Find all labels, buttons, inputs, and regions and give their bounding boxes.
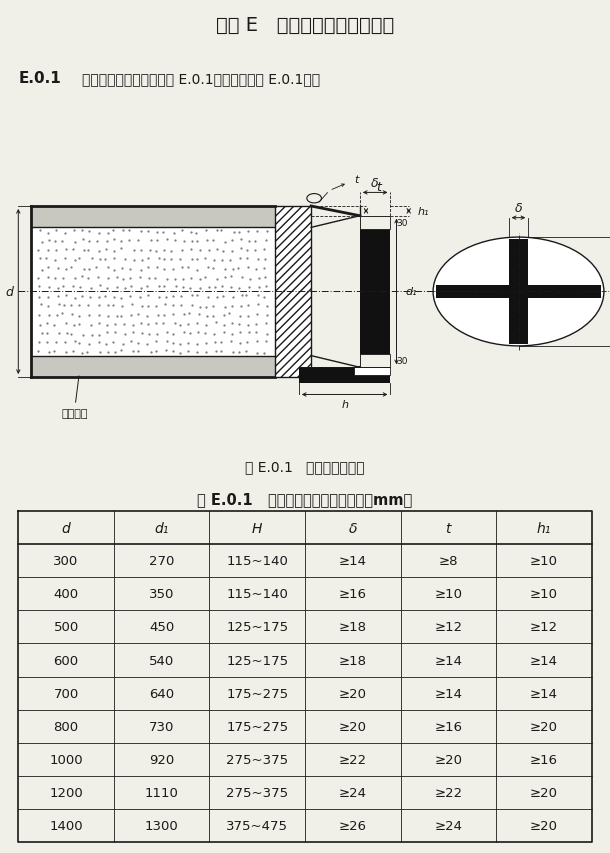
Text: h: h (341, 400, 348, 409)
Text: ≥10: ≥10 (530, 554, 558, 567)
Text: 175~275: 175~275 (226, 687, 289, 699)
Text: t: t (376, 181, 381, 194)
Text: ≥16: ≥16 (530, 753, 558, 766)
Text: d₁: d₁ (154, 521, 169, 535)
Text: h₁: h₁ (537, 521, 551, 535)
Text: ≥16: ≥16 (339, 588, 367, 601)
Text: δ: δ (515, 202, 522, 215)
Text: 500: 500 (54, 621, 79, 634)
Text: 表 E.0.1   平底十字型桩尖构造尺寸（mm）: 表 E.0.1 平底十字型桩尖构造尺寸（mm） (198, 491, 412, 506)
Text: d: d (62, 521, 71, 535)
Text: 115~140: 115~140 (226, 588, 288, 601)
Text: ≥10: ≥10 (434, 588, 462, 601)
Text: 920: 920 (149, 753, 174, 766)
Text: ≥20: ≥20 (339, 687, 367, 699)
Text: ≥12: ≥12 (530, 621, 558, 634)
Text: 450: 450 (149, 621, 174, 634)
Text: ≥22: ≥22 (434, 786, 462, 798)
Text: ≥14: ≥14 (530, 687, 558, 699)
Text: 540: 540 (149, 653, 174, 667)
Text: 30: 30 (396, 218, 408, 228)
Bar (509, 240, 528, 345)
Text: 800: 800 (54, 720, 79, 733)
Text: ≥14: ≥14 (434, 687, 462, 699)
Text: ≥14: ≥14 (530, 653, 558, 667)
Text: ≥12: ≥12 (434, 621, 462, 634)
Text: 30: 30 (396, 357, 408, 366)
Text: 400: 400 (54, 588, 79, 601)
Text: ≥16: ≥16 (434, 720, 462, 733)
Text: 640: 640 (149, 687, 174, 699)
Text: ≥14: ≥14 (434, 653, 462, 667)
Text: δ: δ (371, 177, 379, 190)
Text: ≥20: ≥20 (530, 786, 558, 798)
Bar (360, 217, 390, 368)
Text: 700: 700 (54, 687, 79, 699)
Text: ≥8: ≥8 (439, 554, 458, 567)
Text: 730: 730 (149, 720, 174, 733)
Text: d: d (5, 286, 13, 299)
Text: 1200: 1200 (49, 786, 83, 798)
Text: 125~175: 125~175 (226, 621, 289, 634)
Text: ≥24: ≥24 (339, 786, 367, 798)
Text: 125~175: 125~175 (226, 653, 289, 667)
Text: 管桩桩身: 管桩桩身 (61, 376, 87, 418)
Text: 375~475: 375~475 (226, 819, 288, 832)
Text: h₁: h₁ (418, 206, 429, 217)
Bar (299, 368, 390, 383)
Text: 图 E.0.1   平底十字型桩尖: 图 E.0.1 平底十字型桩尖 (245, 460, 365, 473)
Text: 275~375: 275~375 (226, 786, 289, 798)
Text: 300: 300 (54, 554, 79, 567)
Text: δ: δ (348, 521, 357, 535)
Text: ≥20: ≥20 (530, 819, 558, 832)
Text: 270: 270 (149, 554, 174, 567)
Circle shape (433, 238, 604, 346)
Text: 115~140: 115~140 (226, 554, 288, 567)
Text: ≥26: ≥26 (339, 819, 367, 832)
Text: 附录 E   常用管桩的桩尖构造图: 附录 E 常用管桩的桩尖构造图 (216, 15, 394, 34)
Text: ≥18: ≥18 (339, 621, 367, 634)
Bar (360, 217, 390, 230)
Text: 1000: 1000 (49, 753, 83, 766)
Text: ≥10: ≥10 (530, 588, 558, 601)
Text: 1400: 1400 (49, 819, 83, 832)
Bar (274, 206, 311, 378)
Text: 175~275: 175~275 (226, 720, 289, 733)
Text: ≥20: ≥20 (434, 753, 462, 766)
Text: ≥14: ≥14 (339, 554, 367, 567)
Text: t: t (445, 521, 451, 535)
Bar (30, 206, 274, 378)
Text: ≥22: ≥22 (339, 753, 367, 766)
Text: ≥20: ≥20 (339, 720, 367, 733)
Text: ≥24: ≥24 (434, 819, 462, 832)
Text: d₁: d₁ (406, 287, 417, 297)
Bar (30, 206, 274, 228)
Text: ≥18: ≥18 (339, 653, 367, 667)
Text: 275~375: 275~375 (226, 753, 289, 766)
Text: 1300: 1300 (145, 819, 179, 832)
Bar (354, 368, 390, 375)
Text: H: H (252, 521, 262, 535)
Bar (436, 286, 601, 299)
Text: 1110: 1110 (145, 786, 179, 798)
Text: t: t (354, 175, 358, 184)
Text: ≥20: ≥20 (530, 720, 558, 733)
Text: 平底十字型桩尖构造（图 E.0.1）及尺寸（表 E.0.1）。: 平底十字型桩尖构造（图 E.0.1）及尺寸（表 E.0.1）。 (82, 72, 320, 86)
Bar (30, 357, 274, 378)
Text: E.0.1: E.0.1 (18, 72, 61, 86)
Text: 350: 350 (149, 588, 174, 601)
Bar (360, 354, 390, 368)
Text: 600: 600 (54, 653, 79, 667)
